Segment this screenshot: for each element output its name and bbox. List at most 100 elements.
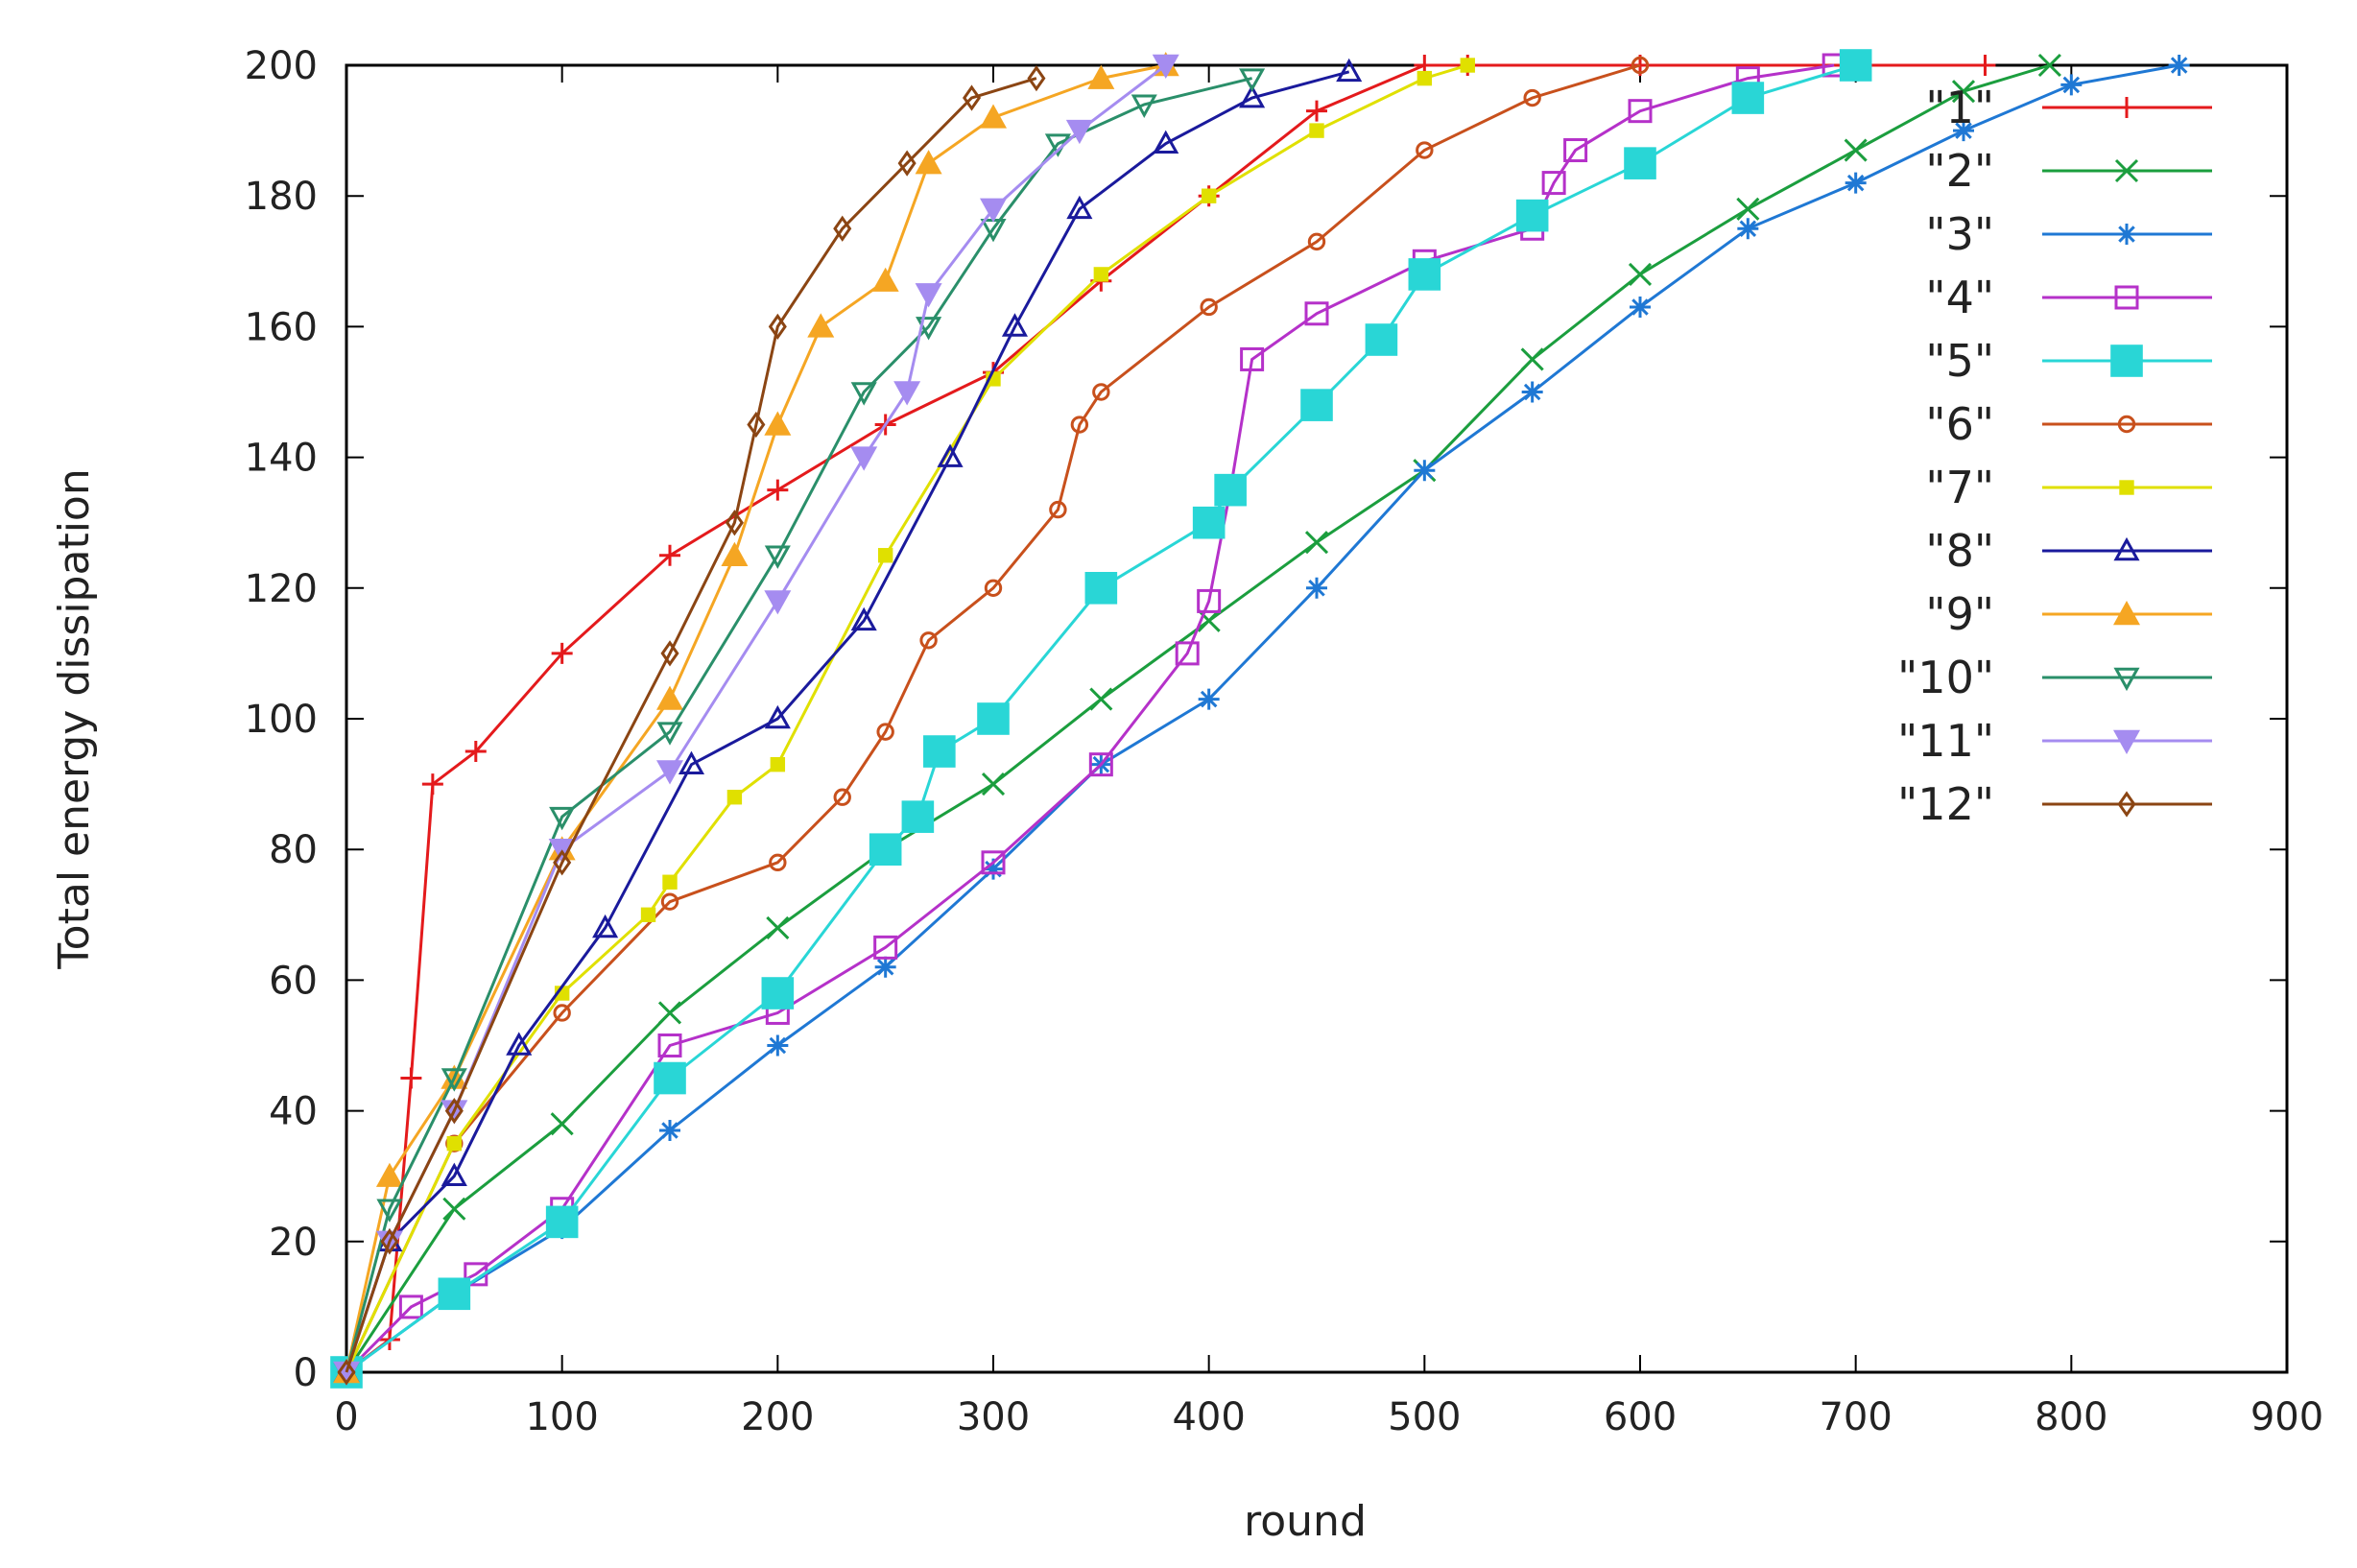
data-point <box>1089 687 1113 711</box>
series-line <box>345 70 1350 1373</box>
data-point <box>901 800 935 833</box>
legend-item: "8" <box>1925 525 2212 577</box>
data-point <box>1239 68 1266 92</box>
data-point <box>400 1067 422 1089</box>
data-point <box>769 853 787 872</box>
data-point <box>873 935 898 960</box>
legend-item: "10" <box>1897 652 2212 703</box>
legend-item: "12" <box>1897 778 2212 830</box>
data-point <box>1631 56 1650 75</box>
data-point <box>442 1197 466 1221</box>
x-tick-label: 100 <box>525 1395 598 1439</box>
legend-label: "10" <box>1897 652 1994 703</box>
data-point <box>1309 123 1324 138</box>
data-point <box>1087 64 1115 89</box>
data-point <box>1198 688 1220 710</box>
data-point <box>962 84 982 111</box>
data-point <box>656 722 683 746</box>
data-point <box>1628 99 1653 124</box>
data-point <box>1131 94 1157 118</box>
series-line <box>345 63 1468 1373</box>
data-point <box>654 1061 686 1095</box>
data-point <box>1737 218 1759 240</box>
data-point <box>2119 480 2134 495</box>
data-point <box>1845 172 1867 194</box>
y-tick-label: 80 <box>269 828 318 872</box>
data-point <box>1304 301 1329 326</box>
data-point <box>440 1068 467 1092</box>
data-point <box>1628 262 1653 286</box>
data-point <box>2110 344 2143 377</box>
legend-label: "1" <box>1925 82 1994 133</box>
data-point <box>337 1359 356 1386</box>
data-point <box>1192 506 1226 539</box>
data-point <box>678 750 705 774</box>
data-point <box>1093 267 1109 282</box>
series-line <box>345 63 1641 1373</box>
data-point <box>764 545 791 569</box>
data-point <box>923 735 956 768</box>
data-point <box>1001 313 1029 337</box>
data-point <box>1084 572 1118 605</box>
y-tick-label: 180 <box>245 175 318 219</box>
y-tick-label: 40 <box>269 1090 318 1134</box>
data-point <box>1175 641 1200 666</box>
data-point <box>549 806 576 831</box>
data-point <box>767 479 789 501</box>
series-line <box>345 63 1166 1373</box>
data-point <box>893 381 921 406</box>
legend-item: "11" <box>1897 715 2212 767</box>
series-1 <box>336 55 1996 1383</box>
series-line <box>345 63 1986 1374</box>
data-point <box>761 977 795 1010</box>
data-point <box>1460 58 1475 73</box>
data-point <box>1417 70 1433 86</box>
data-point <box>937 443 964 467</box>
series-line <box>345 63 1835 1374</box>
data-point <box>2113 729 2140 754</box>
data-point <box>1304 531 1329 555</box>
y-tick-label: 100 <box>245 698 318 742</box>
data-point <box>984 579 1003 597</box>
y-tick-label: 20 <box>269 1221 318 1265</box>
data-point <box>977 702 1010 735</box>
series-4 <box>334 53 1846 1385</box>
legend-label: "11" <box>1897 715 1994 767</box>
data-point <box>506 1032 533 1056</box>
data-point <box>1731 82 1765 114</box>
data-point <box>2168 55 2190 76</box>
series-line <box>345 77 1037 1373</box>
series-6 <box>337 56 1650 1382</box>
x-tick-label: 900 <box>2250 1395 2323 1439</box>
legend-label: "5" <box>1925 335 1994 387</box>
data-point <box>660 892 679 911</box>
legend-item: "5" <box>1925 335 2212 387</box>
data-point <box>980 198 1007 223</box>
data-point <box>375 1162 403 1187</box>
data-point <box>376 1199 403 1223</box>
data-point <box>1197 588 1222 613</box>
x-tick-label: 700 <box>1819 1395 1892 1439</box>
data-point <box>764 411 792 436</box>
data-point <box>444 1097 464 1125</box>
data-point <box>1066 195 1093 220</box>
data-point <box>1307 232 1326 251</box>
data-point <box>440 1162 467 1186</box>
data-point <box>1306 100 1327 122</box>
data-point <box>1521 381 1543 403</box>
data-point <box>747 411 766 439</box>
data-point <box>659 1120 680 1142</box>
data-point <box>662 874 678 890</box>
data-point <box>1416 141 1434 159</box>
data-point <box>1092 383 1110 401</box>
data-point <box>2116 224 2137 245</box>
legend-item: "4" <box>1925 272 2212 323</box>
data-point <box>1306 577 1327 599</box>
data-point <box>1300 389 1333 421</box>
data-point <box>2114 285 2139 310</box>
data-point <box>657 1001 682 1025</box>
data-point <box>659 544 680 566</box>
data-point <box>767 1034 789 1057</box>
data-point <box>1953 120 1974 142</box>
legend-item: "2" <box>1925 145 2212 197</box>
